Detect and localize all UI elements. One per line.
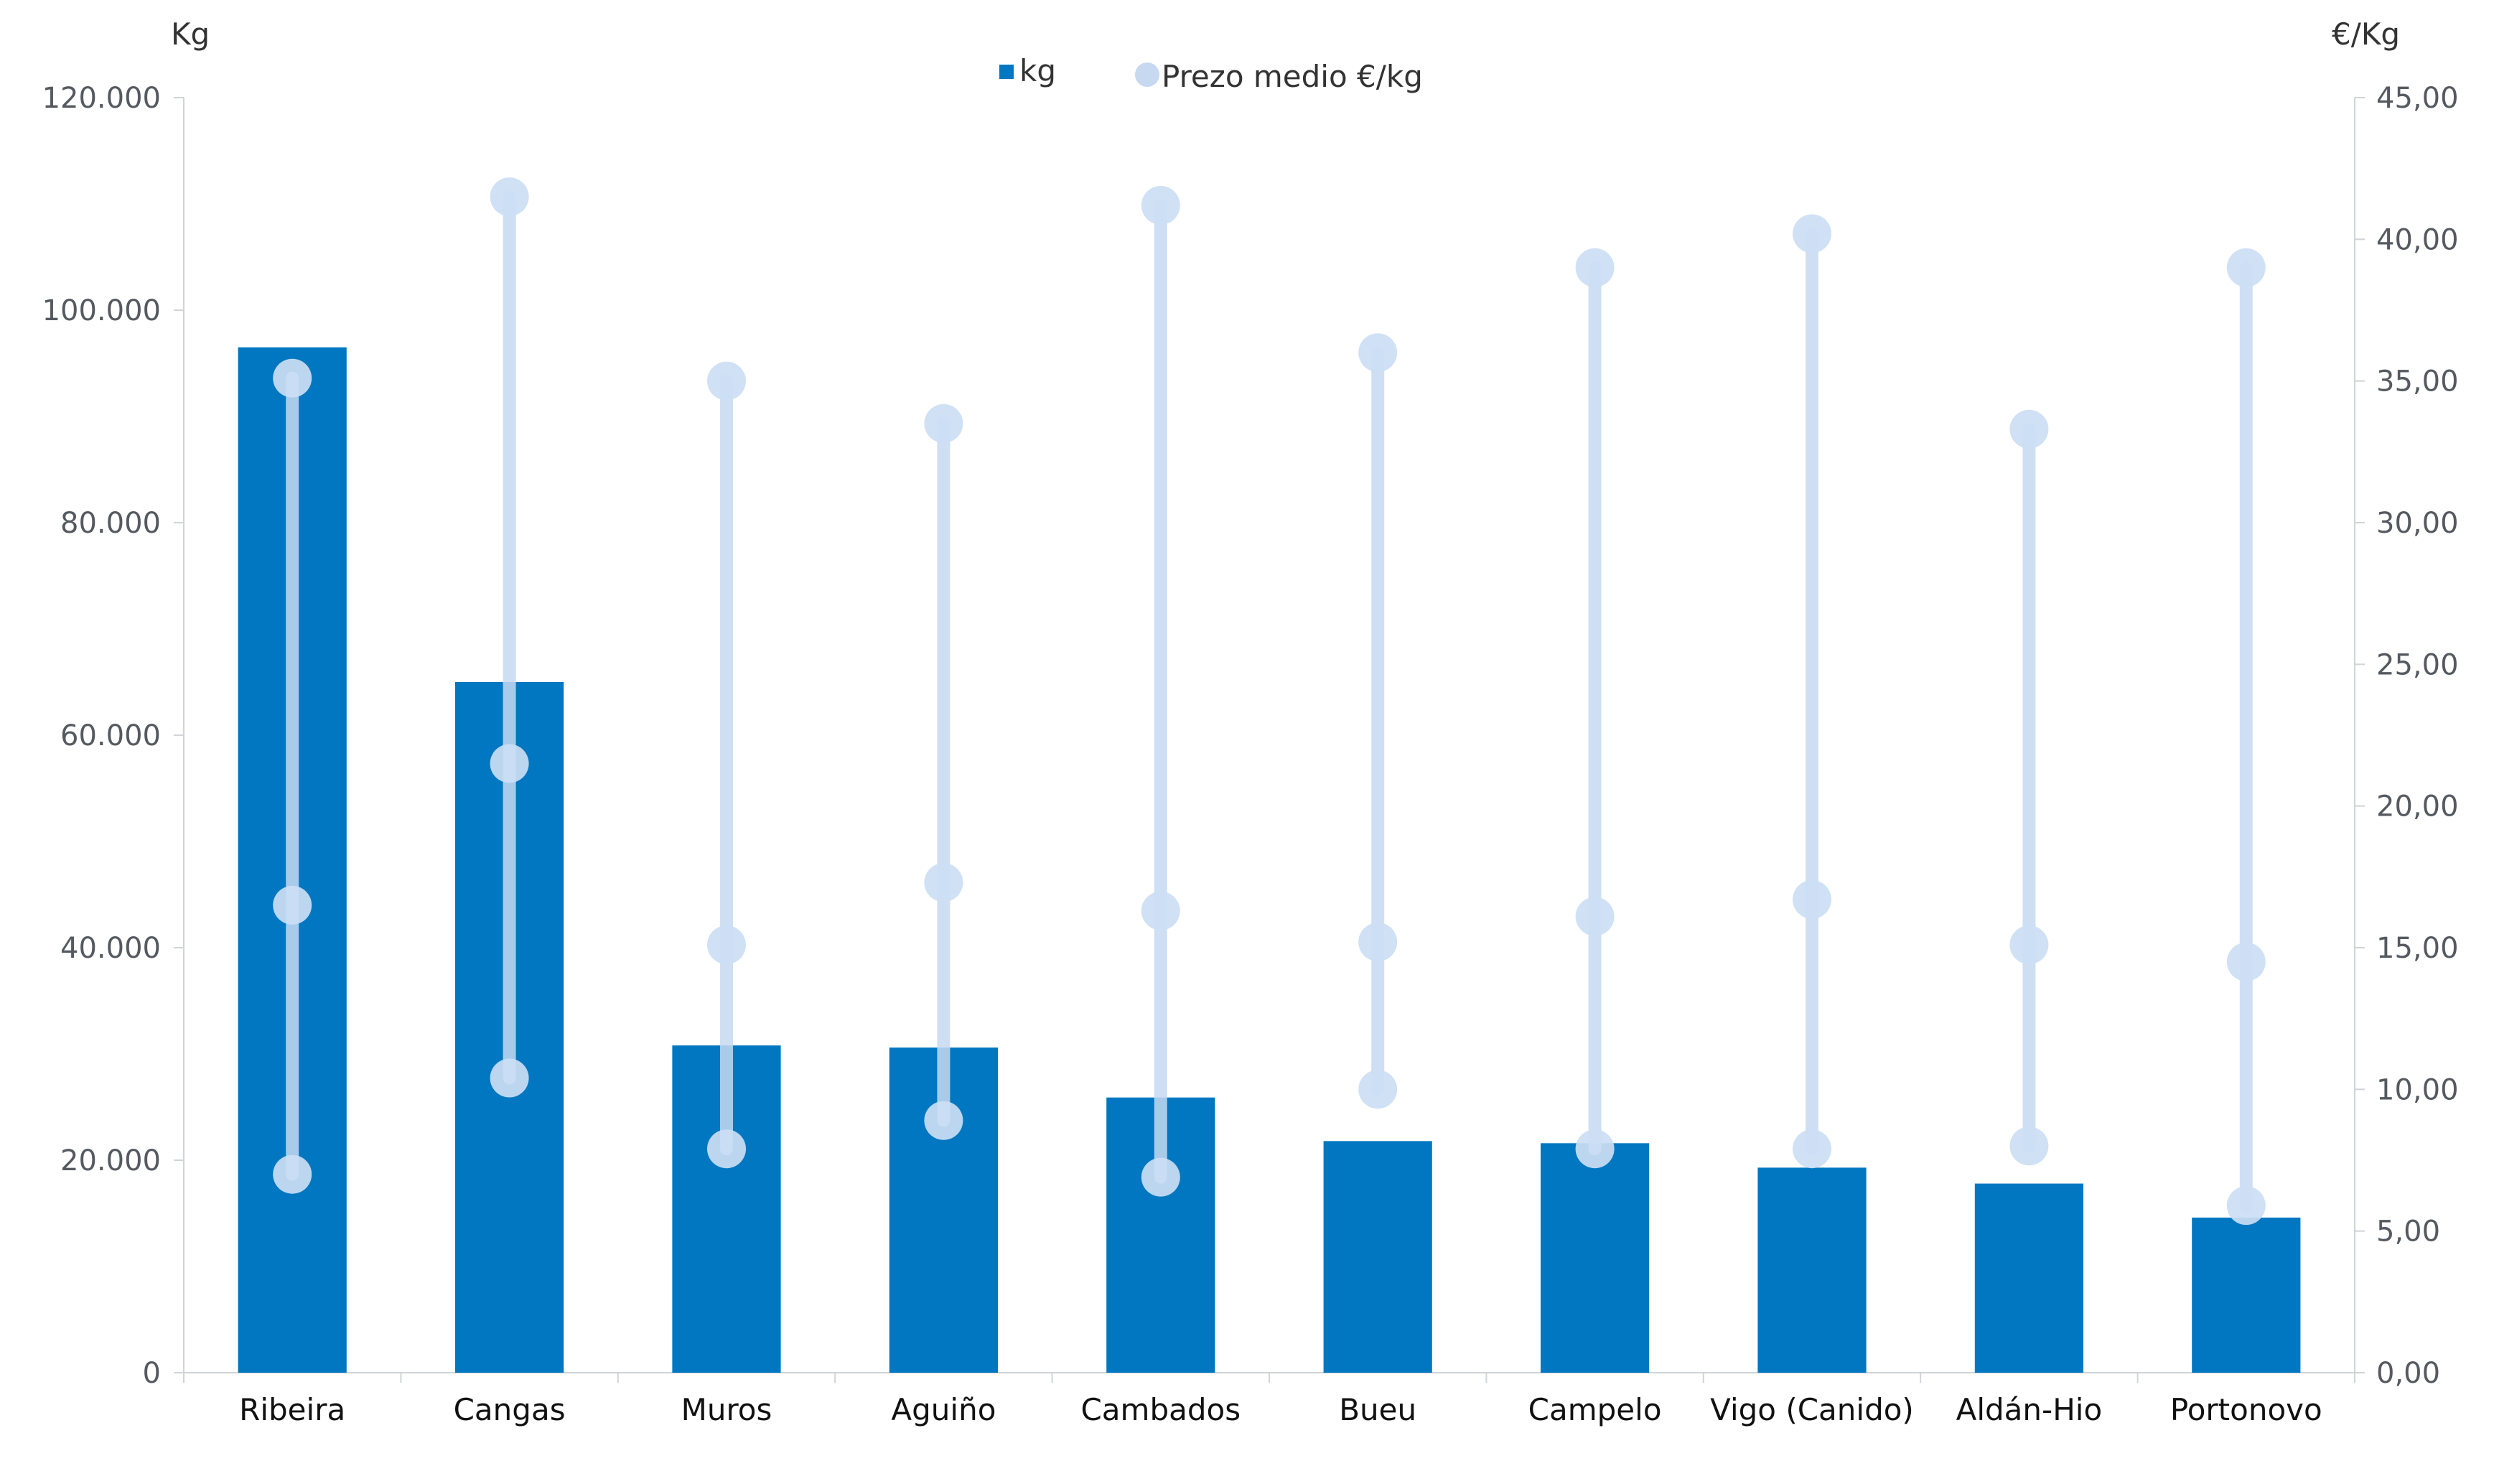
price-max-point-vigo-canido- bbox=[1793, 214, 1831, 253]
price-max-point-ald-n-hio bbox=[2009, 409, 2049, 449]
price-max-point-portonovo bbox=[2226, 248, 2266, 287]
price-min-point-agui-o bbox=[924, 1101, 963, 1140]
price-avg-point-ald-n-hio bbox=[2009, 925, 2049, 965]
y-left-tick-label: 100.000 bbox=[42, 294, 161, 327]
price-avg-point-vigo-canido- bbox=[1793, 879, 1831, 919]
bar-vigo-canido- bbox=[1757, 1167, 1867, 1373]
price-avg-point-portonovo bbox=[2226, 942, 2266, 981]
legend-swatch-kg bbox=[999, 65, 1014, 79]
price-avg-point-bueu bbox=[1358, 923, 1398, 962]
price-avg-point-cangas bbox=[490, 744, 529, 783]
price-max-point-agui-o bbox=[924, 403, 963, 443]
y-left-tick-label: 40.000 bbox=[60, 932, 161, 965]
y-left-tick-label: 60.000 bbox=[60, 719, 161, 752]
price-max-point-cangas bbox=[490, 177, 529, 217]
price-min-point-ald-n-hio bbox=[2009, 1126, 2049, 1166]
price-max-point-muros bbox=[707, 361, 746, 401]
price-avg-point-ribeira bbox=[273, 885, 312, 925]
x-category-label: Cangas bbox=[454, 1392, 566, 1427]
price-avg-point-campelo bbox=[1575, 897, 1615, 936]
bars-kg bbox=[238, 347, 2301, 1373]
price-min-point-portonovo bbox=[2226, 1186, 2266, 1226]
x-category-label: Campelo bbox=[1528, 1392, 1662, 1427]
x-category-label: Bueu bbox=[1339, 1392, 1416, 1427]
price-max-point-campelo bbox=[1575, 248, 1615, 287]
legend-label-kg: kg bbox=[1019, 53, 1056, 88]
x-category-label: Cambados bbox=[1080, 1392, 1241, 1427]
x-category-label: Muros bbox=[681, 1392, 772, 1427]
y-right-tick-label: 25,00 bbox=[2376, 648, 2459, 681]
bar-campelo bbox=[1541, 1143, 1650, 1373]
y-right-tick-label: 40,00 bbox=[2376, 223, 2459, 256]
y-left-axis-title: Kg bbox=[171, 17, 210, 52]
axis-labels: 0 20.000 40.000 60.000 80.000 100.000 120.000 0… bbox=[42, 82, 2459, 1427]
legend-swatch-price bbox=[1135, 62, 1159, 87]
y-right-tick-label: 0,00 bbox=[2376, 1357, 2440, 1390]
price-ranges bbox=[273, 177, 2266, 1226]
price-min-point-cambados bbox=[1141, 1157, 1180, 1197]
price-max-point-bueu bbox=[1358, 333, 1398, 373]
price-min-point-ribeira bbox=[273, 1154, 312, 1194]
x-category-label: Vigo (Canido) bbox=[1710, 1392, 1914, 1427]
y-right-tick-label: 30,00 bbox=[2376, 507, 2459, 540]
price-min-point-bueu bbox=[1358, 1070, 1398, 1109]
y-right-tick-label: 15,00 bbox=[2376, 932, 2459, 965]
price-avg-point-muros bbox=[707, 925, 746, 965]
y-right-tick-label: 20,00 bbox=[2376, 790, 2459, 823]
price-avg-point-agui-o bbox=[924, 863, 963, 902]
bar-bueu bbox=[1323, 1141, 1432, 1373]
y-right-tick-label: 45,00 bbox=[2376, 82, 2459, 115]
y-left-tick-label: 20.000 bbox=[60, 1144, 161, 1177]
legend-label-price: Prezo medio €/kg bbox=[1162, 59, 1423, 94]
y-right-tick-label: 35,00 bbox=[2376, 365, 2459, 398]
bar-ald-n-hio bbox=[1974, 1183, 2083, 1373]
x-category-label: Aldán-Hio bbox=[1956, 1392, 2103, 1427]
price-min-point-cangas bbox=[490, 1058, 529, 1098]
y-right-tick-label: 5,00 bbox=[2376, 1215, 2440, 1249]
y-left-tick-label: 120.000 bbox=[42, 82, 161, 115]
price-min-point-muros bbox=[707, 1129, 746, 1169]
price-min-point-campelo bbox=[1575, 1129, 1615, 1169]
legend: kg Prezo medio €/kg bbox=[999, 53, 1423, 94]
x-category-label: Aguiño bbox=[891, 1392, 996, 1427]
bar-portonovo bbox=[2192, 1217, 2301, 1373]
price-min-point-vigo-canido- bbox=[1793, 1129, 1831, 1169]
x-category-label: Ribeira bbox=[239, 1392, 345, 1427]
price-avg-point-cambados bbox=[1141, 891, 1180, 930]
price-max-point-ribeira bbox=[273, 358, 312, 398]
y-left-tick-label: 80.000 bbox=[60, 507, 161, 540]
price-max-point-cambados bbox=[1141, 185, 1180, 225]
y-left-tick-label: 0 bbox=[143, 1357, 161, 1390]
y-right-tick-label: 10,00 bbox=[2376, 1073, 2459, 1106]
y-right-axis-title: €/Kg bbox=[2332, 17, 2400, 52]
x-category-label: Portonovo bbox=[2170, 1392, 2322, 1427]
